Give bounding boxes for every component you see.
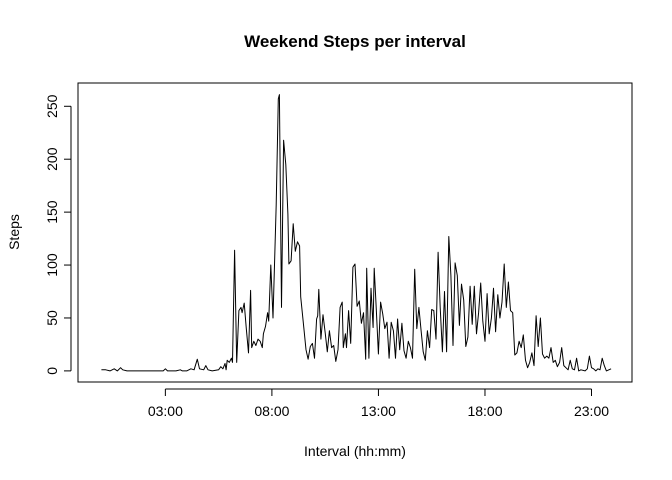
plot-frame (77, 82, 633, 383)
y-axis-label: Steps (6, 214, 22, 250)
x-axis-label: Interval (hh:mm) (304, 443, 406, 459)
y-tick-label: 250 (44, 94, 60, 118)
y-tick-label: 100 (44, 253, 60, 277)
y-tick-label: 150 (44, 200, 60, 224)
x-tick-label: 08:00 (254, 403, 289, 419)
x-tick-label: 18:00 (467, 403, 502, 419)
y-tick-label: 0 (44, 367, 60, 375)
chart-title: Weekend Steps per interval (244, 32, 466, 51)
plot-lines (101, 94, 612, 372)
x-tick-label: 13:00 (361, 403, 396, 419)
y-axis: 0 50 100 150 200 250 (44, 94, 72, 375)
x-tick-label: 03:00 (148, 403, 183, 419)
y-tick-label: 50 (44, 310, 60, 326)
y-tick-label: 200 (44, 147, 60, 171)
x-tick-label: 23:00 (574, 403, 609, 419)
series-line (101, 94, 612, 372)
x-axis: 03:00 08:00 13:00 18:00 23:00 (148, 388, 609, 419)
